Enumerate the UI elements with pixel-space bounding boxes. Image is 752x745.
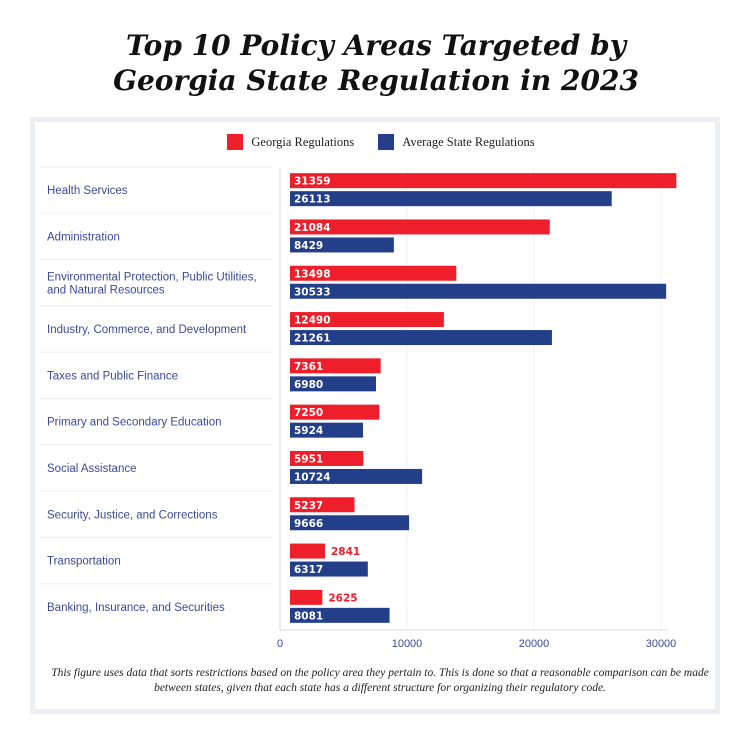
data-label: 5237: [294, 500, 323, 512]
x-tick-label: 10000: [392, 638, 423, 650]
bar-georgia: [290, 589, 323, 605]
category-label: Industry, Commerce, and Development: [47, 324, 247, 336]
bar-average: [290, 237, 394, 253]
data-label: 6317: [294, 564, 323, 576]
bar-average: [290, 561, 368, 577]
legend-label-georgia: Georgia Regulations: [251, 134, 355, 149]
category-label: Social Assistance: [47, 463, 137, 475]
bar-average: [290, 515, 410, 531]
data-label: 10724: [294, 471, 331, 483]
title-line-1: Top 10 Policy Areas Targeted by: [126, 29, 626, 62]
legend-swatch-georgia: [227, 134, 244, 150]
bar-average: [290, 376, 376, 392]
bar-average: [290, 283, 667, 299]
bar-georgia: [290, 450, 364, 466]
data-label: 2841: [331, 546, 360, 558]
footnote: This figure uses data that sorts restric…: [51, 667, 709, 694]
data-label: 8081: [294, 610, 323, 622]
bar-georgia: [290, 358, 381, 374]
bar-georgia: [290, 543, 326, 559]
category-label: Banking, Insurance, and Securities: [47, 602, 225, 614]
data-label: 31359: [294, 176, 331, 188]
bar-georgia: [290, 404, 380, 420]
category-label: Security, Justice, and Corrections: [47, 509, 218, 521]
category-label: Administration: [47, 231, 120, 243]
category-label: and Natural Resources: [47, 284, 165, 296]
data-label: 2625: [328, 592, 357, 604]
chart-title: Top 10 Policy Areas Targeted by Georgia …: [0, 28, 752, 98]
data-label: 9666: [294, 518, 323, 530]
bar-georgia: [290, 265, 457, 281]
data-label: 30533: [294, 286, 331, 298]
category-label: Health Services: [47, 185, 128, 197]
title-line-2: Georgia State Regulation in 2023: [113, 64, 639, 97]
bar-georgia: [290, 312, 444, 328]
data-label: 12490: [294, 315, 331, 327]
category-label: Transportation: [47, 556, 121, 568]
legend-item-average: Average State Regulations: [378, 134, 535, 150]
x-tick-label: 30000: [646, 638, 677, 650]
data-label: 21261: [294, 333, 331, 345]
bar-average: [290, 607, 390, 623]
bar-average: [290, 422, 363, 438]
data-label: 5924: [294, 425, 323, 437]
x-tick-label: 20000: [519, 638, 550, 650]
category-label: Taxes and Public Finance: [47, 370, 178, 382]
bar-average: [290, 468, 423, 484]
data-label: 7250: [294, 407, 323, 419]
category-label: Primary and Secondary Education: [47, 417, 222, 429]
legend: Georgia Regulations Average State Regula…: [0, 134, 752, 150]
data-label: 8429: [294, 240, 323, 252]
legend-item-georgia: Georgia Regulations: [227, 134, 354, 150]
bar-average: [290, 191, 612, 207]
bar-georgia: [290, 497, 355, 513]
category-label: Environmental Protection, Public Utiliti…: [47, 271, 257, 283]
bar-georgia: [290, 173, 677, 189]
data-label: 13498: [294, 268, 331, 280]
legend-swatch-average: [378, 134, 395, 150]
data-label: 7361: [294, 361, 323, 373]
data-label: 5951: [294, 453, 323, 465]
bar-georgia: [290, 219, 550, 235]
x-tick-label: 0: [277, 638, 283, 650]
data-label: 26113: [294, 194, 331, 206]
legend-label-average: Average State Regulations: [402, 134, 535, 149]
data-label: 21084: [294, 222, 331, 234]
data-label: 6980: [294, 379, 323, 391]
bar-average: [290, 330, 552, 346]
